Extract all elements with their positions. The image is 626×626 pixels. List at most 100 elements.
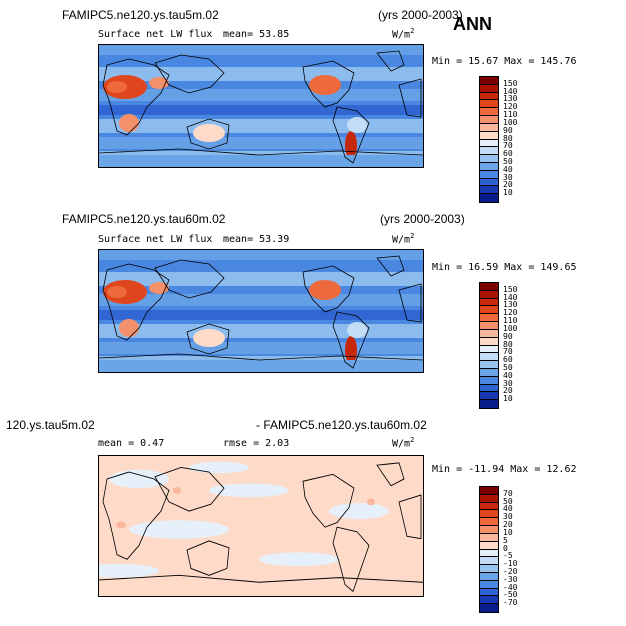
colorbar-label: 90: [503, 331, 513, 341]
colorbar-swatch: [480, 510, 498, 519]
colorbar-swatch: [480, 162, 498, 171]
colorbar-label: 20: [503, 520, 513, 530]
colorbar-label: 110: [503, 110, 518, 120]
panel1-case-title: FAMIPC5.ne120.ys.tau5m.02: [62, 8, 219, 22]
colorbar-label: 80: [503, 339, 513, 349]
colorbar-swatch: [480, 178, 498, 187]
colorbar-label: 100: [503, 323, 518, 333]
colorbar-label: -40: [503, 582, 518, 592]
colorbar-swatch: [480, 549, 498, 558]
colorbar-swatch: [480, 314, 498, 323]
colorbar-swatch: [480, 361, 498, 369]
colorbar-swatch: [480, 345, 498, 354]
colorbar-swatch: [480, 526, 498, 534]
colorbar-swatch: [480, 580, 498, 589]
colorbar-label: 80: [503, 133, 513, 143]
colorbar-swatch: [480, 368, 498, 377]
colorbar-swatch: [480, 337, 498, 346]
colorbar-swatch: [480, 353, 498, 362]
colorbar-swatch: [480, 572, 498, 581]
colorbar-label: 60: [503, 355, 513, 365]
panel1-minmax: Min = 15.67 Max = 145.76: [432, 56, 577, 67]
colorbar-swatch: [480, 123, 498, 132]
panel1-years: (yrs 2000-2003): [378, 8, 463, 22]
colorbar-swatch: [480, 194, 498, 202]
colorbar-label: 50: [503, 362, 513, 372]
colorbar-swatch: [480, 290, 498, 299]
panel3-minmax: Min = -11.94 Max = 12.62: [432, 464, 577, 475]
colorbar-label: 10: [503, 527, 513, 537]
colorbar-label: 50: [503, 156, 513, 166]
panel3-colorbar: [479, 486, 499, 613]
colorbar-label: 70: [503, 347, 513, 357]
colorbar-swatch: [480, 541, 498, 550]
colorbar-swatch: [480, 155, 498, 163]
colorbar-label: 60: [503, 149, 513, 159]
colorbar-swatch: [480, 84, 498, 93]
colorbar-label: 110: [503, 316, 518, 326]
colorbar-swatch: [480, 487, 498, 495]
colorbar-swatch: [480, 116, 498, 124]
colorbar-label: 90: [503, 125, 513, 135]
colorbar-swatch: [480, 139, 498, 148]
colorbar-label: 120: [503, 102, 518, 112]
colorbar-swatch: [480, 170, 498, 179]
colorbar-label: 70: [503, 488, 513, 498]
colorbar-swatch: [480, 588, 498, 597]
colorbar-label: 140: [503, 86, 518, 96]
colorbar-label: 20: [503, 386, 513, 396]
panel3-case-title: 120.ys.tau5m.02: [6, 418, 95, 432]
colorbar-label: -50: [503, 590, 518, 600]
panel2-years: (yrs 2000-2003): [380, 212, 465, 226]
colorbar-label: 100: [503, 117, 518, 127]
panel3-years: - FAMIPC5.ne120.ys.tau60m.02: [256, 418, 427, 432]
colorbar-swatch: [480, 384, 498, 393]
colorbar-label: 70: [503, 141, 513, 151]
colorbar-swatch: [480, 557, 498, 566]
colorbar-label: 40: [503, 370, 513, 380]
panel3-map: [98, 455, 424, 597]
panel1-variable: Surface net LW flux: [98, 29, 213, 40]
colorbar-label: -30: [503, 574, 518, 584]
panel1-map: [98, 44, 424, 168]
colorbar-swatch: [480, 502, 498, 511]
colorbar-label: -10: [503, 559, 518, 569]
panel2-map: [98, 249, 424, 373]
panel1-mean: mean= 53.85: [223, 29, 290, 40]
colorbar-swatch: [480, 108, 498, 117]
colorbar-label: 130: [503, 300, 518, 310]
colorbar-label: 30: [503, 512, 513, 522]
colorbar-label: 150: [503, 78, 518, 88]
colorbar-label: 5: [503, 535, 508, 545]
colorbar-swatch: [480, 283, 498, 291]
colorbar-swatch: [480, 533, 498, 542]
colorbar-swatch: [480, 494, 498, 503]
colorbar-label: 40: [503, 504, 513, 514]
colorbar-label: 40: [503, 164, 513, 174]
colorbar-swatch: [480, 596, 498, 605]
colorbar-label: 30: [503, 172, 513, 182]
colorbar-swatch: [480, 131, 498, 140]
colorbar-swatch: [480, 306, 498, 315]
colorbar-swatch: [480, 186, 498, 195]
colorbar-label: 150: [503, 284, 518, 294]
colorbar-label: 50: [503, 496, 513, 506]
panel1-colorbar: [479, 76, 499, 203]
colorbar-swatch: [480, 400, 498, 408]
colorbar-label: 0: [503, 543, 508, 553]
colorbar-label: 120: [503, 308, 518, 318]
colorbar-label: 10: [503, 394, 513, 404]
colorbar-swatch: [480, 298, 498, 307]
colorbar-swatch: [480, 147, 498, 156]
panel3-mean: mean = 0.47: [98, 438, 165, 449]
colorbar-swatch: [480, 322, 498, 330]
season-label: ANN: [453, 14, 492, 34]
panel3-units: W/m2: [392, 436, 415, 450]
colorbar-label: 30: [503, 378, 513, 388]
colorbar-swatch: [480, 565, 498, 573]
panel3-rmse: rmse = 2.03: [223, 438, 290, 449]
panel1-units: W/m2: [392, 27, 415, 41]
colorbar-label: -5: [503, 551, 513, 561]
colorbar-label: 130: [503, 94, 518, 104]
panel2-colorbar: [479, 282, 499, 409]
